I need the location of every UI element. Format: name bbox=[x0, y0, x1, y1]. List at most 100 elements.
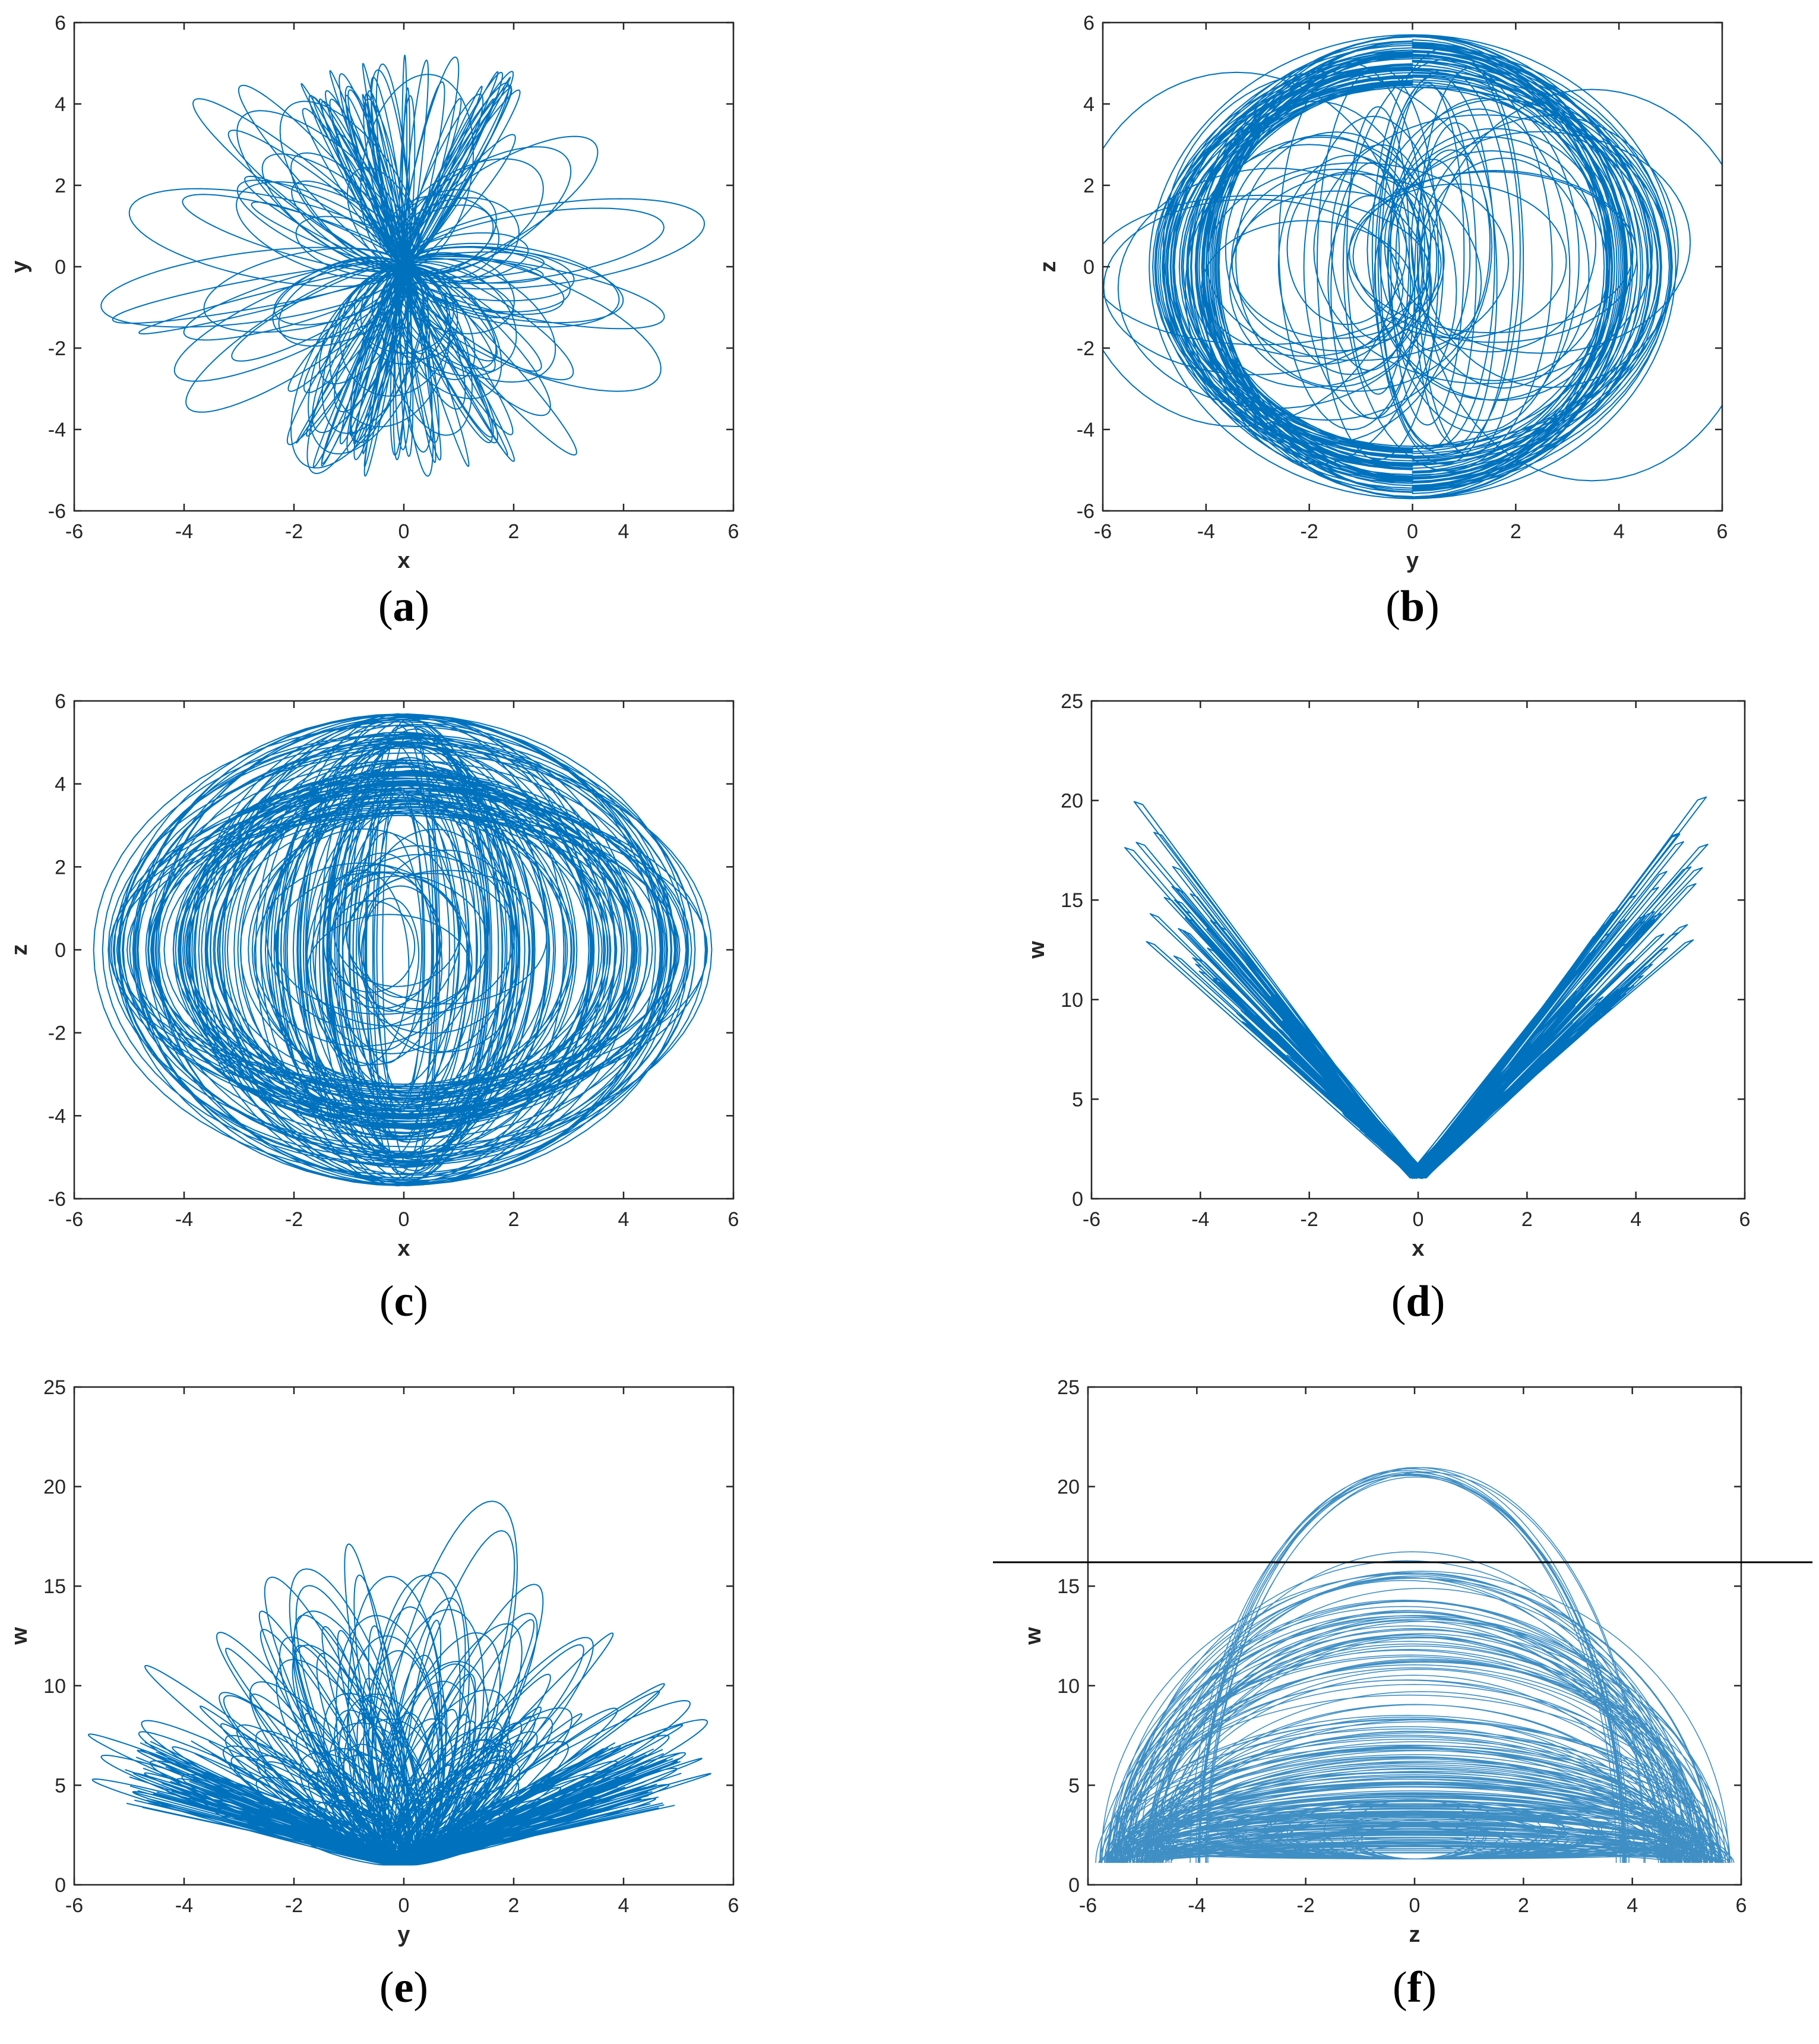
panel-caption: (d) bbox=[1391, 1277, 1445, 1326]
panel-caption: (f) bbox=[1393, 1963, 1437, 2012]
y-tick-label: -6 bbox=[1077, 500, 1094, 523]
panel-e: -6 -4 -2 0 2 4 6 0 5 10 15 20 25 y w (e) bbox=[7, 1376, 739, 2012]
y-tick-label: 4 bbox=[1083, 93, 1094, 116]
x-tick-label: 4 bbox=[618, 1208, 629, 1231]
y-tick-label: 5 bbox=[55, 1774, 66, 1797]
y-tick-label: 6 bbox=[55, 690, 66, 713]
x-tick-label: 6 bbox=[728, 1894, 739, 1917]
y-tick-label: -2 bbox=[48, 337, 66, 360]
y-tick-label: 25 bbox=[43, 1376, 66, 1399]
y-tick-label: 0 bbox=[55, 939, 66, 962]
y-tick-label: 0 bbox=[1068, 1874, 1080, 1897]
x-tick-label: 2 bbox=[508, 1894, 520, 1917]
x-tick-label: 4 bbox=[1630, 1208, 1641, 1231]
x-tick-label: 2 bbox=[508, 1208, 520, 1231]
x-tick-label: -6 bbox=[1079, 1894, 1097, 1917]
y-tick-label: 0 bbox=[55, 256, 66, 279]
x-axis-label: y bbox=[397, 1922, 410, 1947]
y-tick-label: -4 bbox=[48, 1105, 66, 1127]
x-tick-label: 2 bbox=[1510, 520, 1521, 543]
y-tick-label: 15 bbox=[43, 1575, 66, 1598]
y-tick-label: 15 bbox=[1057, 1575, 1080, 1598]
x-tick-label: 6 bbox=[1739, 1208, 1751, 1231]
x-tick-label: -2 bbox=[285, 1208, 303, 1231]
panel-caption: (b) bbox=[1385, 582, 1439, 631]
x-tick-label: 0 bbox=[1413, 1208, 1424, 1231]
x-tick-label: -6 bbox=[65, 1208, 83, 1231]
panel-caption: (c) bbox=[379, 1277, 428, 1326]
x-tick-label: -4 bbox=[175, 1208, 193, 1231]
y-tick-label: 20 bbox=[1061, 790, 1083, 813]
panel-caption: (e) bbox=[379, 1963, 428, 2012]
y-tick-label: 5 bbox=[1068, 1774, 1080, 1797]
x-tick-label: -6 bbox=[1094, 520, 1112, 543]
y-tick-label: 6 bbox=[1083, 12, 1094, 34]
trajectory-path-c bbox=[93, 713, 713, 1187]
y-tick-label: -4 bbox=[1077, 419, 1094, 441]
panel-c: -6 -4 -2 0 2 4 6 -6 -4 -2 0 2 4 6 x z (c) bbox=[7, 690, 739, 1326]
x-tick-label: -4 bbox=[1191, 1208, 1209, 1231]
x-tick-label: 4 bbox=[1627, 1894, 1638, 1917]
trajectory-path-a bbox=[100, 54, 706, 477]
trajectory-e bbox=[87, 1500, 711, 1866]
y-tick-label: 6 bbox=[55, 12, 66, 34]
y-tick-label: -6 bbox=[48, 500, 66, 523]
y-tick-label: 2 bbox=[55, 856, 66, 879]
x-tick-label: 0 bbox=[398, 1894, 410, 1917]
y-axis-label: z bbox=[1036, 261, 1061, 273]
y-tick-label: 5 bbox=[1072, 1088, 1083, 1111]
y-axis-label: w bbox=[1024, 941, 1049, 959]
y-tick-label: 0 bbox=[1083, 256, 1094, 279]
y-tick-label: 20 bbox=[1057, 1476, 1080, 1499]
panel-b: -6 -4 -2 0 2 4 6 -6 -4 -2 0 2 4 6 y z (b) bbox=[1036, 12, 1728, 631]
x-tick-label: -4 bbox=[175, 520, 193, 543]
x-axis-label: x bbox=[1412, 1236, 1424, 1261]
x-tick-label: -6 bbox=[65, 1894, 83, 1917]
x-axis-label: z bbox=[1409, 1922, 1421, 1947]
y-tick-label: -2 bbox=[48, 1022, 66, 1045]
y-tick-label: 10 bbox=[1057, 1675, 1080, 1698]
x-tick-label: 2 bbox=[1521, 1208, 1533, 1231]
x-tick-label: 6 bbox=[1717, 520, 1728, 543]
x-tick-label: -6 bbox=[65, 520, 83, 543]
trajectory-path-e bbox=[87, 1500, 711, 1866]
y-axis-label: y bbox=[7, 260, 32, 273]
y-tick-label: 2 bbox=[55, 175, 66, 197]
trajectory-path-d bbox=[1124, 796, 1709, 1180]
y-tick-label: -4 bbox=[48, 419, 66, 441]
x-tick-label: 4 bbox=[618, 520, 629, 543]
x-tick-label: -2 bbox=[285, 520, 303, 543]
y-axis-label: w bbox=[7, 1627, 32, 1645]
trajectory-f bbox=[1095, 1467, 1735, 1863]
y-tick-label: 25 bbox=[1057, 1376, 1080, 1399]
x-tick-label: 6 bbox=[1736, 1894, 1747, 1917]
trajectory-path-b bbox=[1103, 34, 1722, 500]
x-tick-label: -2 bbox=[285, 1894, 303, 1917]
x-axis-label: y bbox=[1406, 548, 1419, 573]
x-tick-label: 0 bbox=[398, 520, 410, 543]
y-tick-label: -6 bbox=[48, 1188, 66, 1211]
y-tick-label: 4 bbox=[55, 93, 66, 116]
panel-d: -6 -4 -2 0 2 4 6 0 5 10 15 20 25 x w (d) bbox=[1024, 690, 1750, 1326]
y-axis-label: w bbox=[1021, 1627, 1046, 1645]
trajectory-a bbox=[100, 54, 706, 477]
y-tick-label: 0 bbox=[1072, 1188, 1083, 1211]
x-axis-label: x bbox=[397, 1236, 410, 1261]
y-tick-label: 10 bbox=[43, 1675, 66, 1698]
x-tick-label: 4 bbox=[1614, 520, 1625, 543]
x-tick-label: -2 bbox=[1297, 1894, 1315, 1917]
y-tick-label: 15 bbox=[1061, 889, 1083, 912]
x-tick-label: -4 bbox=[175, 1894, 193, 1917]
x-tick-label: 4 bbox=[618, 1894, 629, 1917]
trajectory-d bbox=[1124, 796, 1709, 1180]
y-tick-label: 0 bbox=[55, 1874, 66, 1897]
y-tick-label: 10 bbox=[1061, 989, 1083, 1012]
x-tick-label: -2 bbox=[1301, 1208, 1318, 1231]
x-tick-label: -4 bbox=[1188, 1894, 1206, 1917]
y-tick-label: 4 bbox=[55, 773, 66, 796]
trajectory-c bbox=[93, 713, 713, 1187]
y-tick-label: 2 bbox=[1083, 175, 1094, 197]
x-tick-label: 6 bbox=[728, 1208, 739, 1231]
panel-a: -6 -4 -2 0 2 4 6 -6 -4 -2 0 2 4 6 x y (a) bbox=[7, 12, 739, 631]
